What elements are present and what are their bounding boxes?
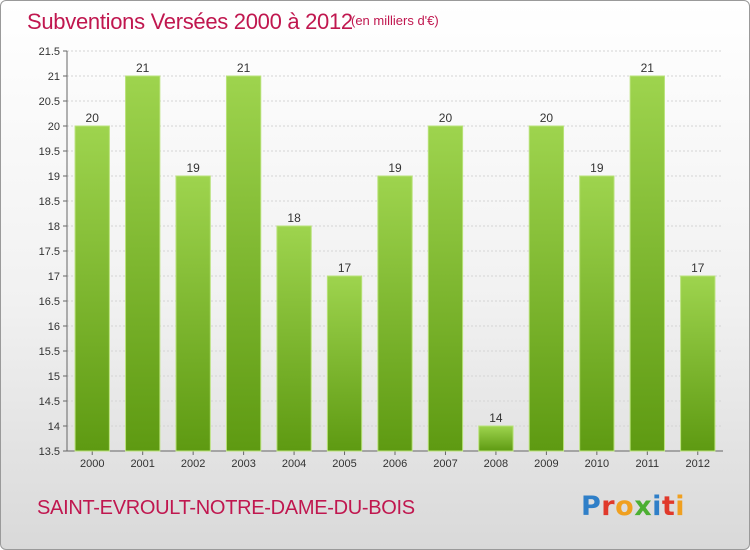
logo-letter: i: [675, 491, 686, 522]
y-tick-label: 19: [48, 171, 60, 183]
y-tick-label: 21.5: [39, 46, 60, 58]
data-label-2004: 18: [287, 211, 301, 225]
chart-unit: (en milliers d'€): [351, 13, 439, 28]
y-tick-label: 15: [48, 371, 60, 383]
proxiti-logo[interactable]: Proxiti: [581, 491, 685, 522]
data-labels: 20 21 19 21 18 17 19 20 14 20 19 21 17: [86, 61, 705, 425]
x-tick-label-2010: 2010: [585, 458, 609, 470]
bar-2004: [276, 225, 312, 452]
bar-2000: [74, 125, 110, 452]
y-tick-label: 17: [48, 271, 60, 283]
x-tick-label-2001: 2001: [130, 458, 154, 470]
data-label-2005: 17: [338, 261, 352, 275]
data-label-2011: 21: [641, 61, 655, 75]
commune-name: SAINT-EVROULT-NOTRE-DAME-DU-BOIS: [37, 497, 415, 519]
data-label-2009: 20: [540, 111, 554, 125]
logo-letter: P: [581, 491, 602, 522]
x-tick-label-2012: 2012: [686, 458, 710, 470]
data-label-2012: 17: [691, 261, 705, 275]
bar-2007: [427, 125, 464, 452]
y-tick-label: 20.5: [39, 96, 60, 108]
bar-2012: [680, 275, 716, 452]
x-tick-label-2003: 2003: [231, 458, 255, 470]
x-tick-label-2006: 2006: [383, 458, 407, 470]
data-label-2006: 19: [388, 161, 402, 175]
y-tick-label: 18: [48, 221, 60, 233]
y-tick-label: 13.5: [39, 446, 60, 458]
logo-letter: r: [601, 491, 616, 522]
x-tick-labels: 2000 2001 2002 2003 2004 2005 2006 2007 2008 2009…: [80, 458, 710, 470]
bar-2011: [629, 75, 665, 452]
x-tick-label-2000: 2000: [80, 458, 104, 470]
y-tick-label: 20: [48, 121, 60, 133]
bar-2005: [326, 275, 363, 452]
y-tick-label: 16.5: [39, 296, 60, 308]
x-tick-label-2009: 2009: [534, 458, 558, 470]
y-tick-label: 19.5: [39, 146, 60, 158]
data-label-2007: 20: [439, 111, 453, 125]
bar-2006: [377, 175, 413, 452]
x-tick-label-2004: 2004: [282, 458, 306, 470]
chart-title: Subventions Versées 2000 à 2012: [27, 9, 353, 34]
x-tick-label-2002: 2002: [181, 458, 205, 470]
data-label-2001: 21: [136, 61, 150, 75]
y-tick-label: 21: [48, 71, 60, 83]
data-label-2003: 21: [237, 61, 251, 75]
data-label-2008: 14: [489, 411, 503, 425]
y-tick-label: 15.5: [39, 346, 60, 358]
logo-letter: x: [634, 491, 653, 522]
bar-2003: [225, 75, 262, 452]
y-tick-label: 16: [48, 321, 60, 333]
logo-letter: i: [652, 491, 662, 522]
x-tick-label-2008: 2008: [484, 458, 508, 470]
y-tick-label: 17.5: [39, 246, 60, 258]
data-label-2010: 19: [590, 161, 604, 175]
logo-letter: t: [661, 491, 676, 522]
y-tick-label: 14: [48, 421, 60, 433]
y-tick-labels: 13.5 14 14.5 15 15.5 16 16.5 17 17.5 18 18.5 19 19.5…: [39, 46, 60, 458]
x-tick-label-2011: 2011: [635, 458, 659, 470]
data-label-2000: 20: [86, 111, 100, 125]
logo-letter: o: [615, 491, 635, 522]
y-tick-label: 18.5: [39, 196, 60, 208]
x-tick-label-2007: 2007: [433, 458, 457, 470]
data-label-2002: 19: [186, 161, 200, 175]
y-tick-label: 14.5: [39, 396, 60, 408]
bars: [74, 75, 716, 452]
bar-2002: [175, 175, 211, 452]
bar-2010: [579, 175, 615, 452]
bar-2008: [478, 425, 514, 452]
x-tick-label-2005: 2005: [332, 458, 356, 470]
bar-2001: [125, 75, 161, 452]
bar-2009: [528, 125, 565, 452]
